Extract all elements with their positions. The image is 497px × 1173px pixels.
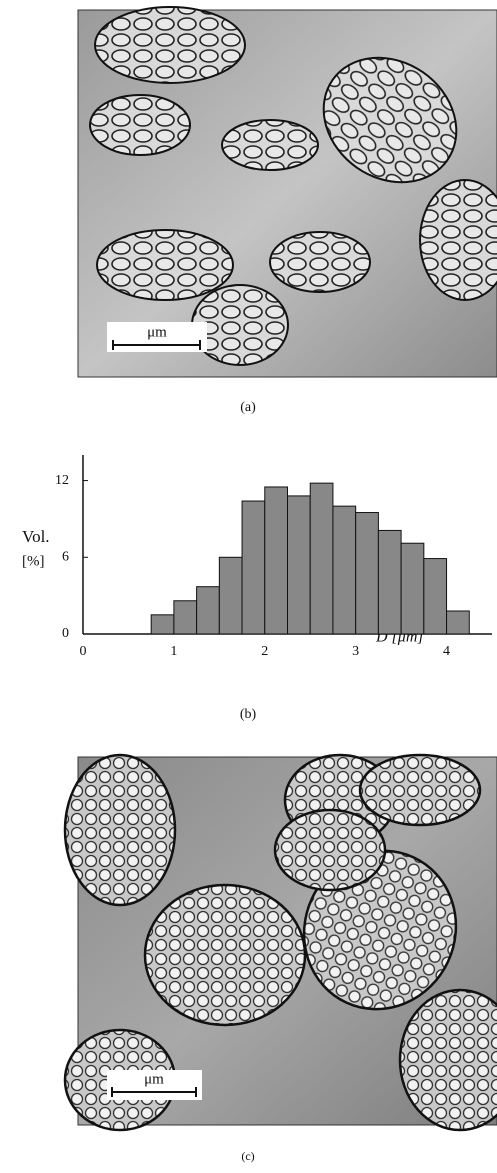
scale-bar-label: μm <box>147 324 167 340</box>
bar <box>309 482 334 635</box>
y-axis-label: [%] <box>22 553 45 569</box>
x-tick-label: 3 <box>352 644 359 659</box>
bar <box>196 586 220 635</box>
y-tick-label: 0 <box>62 626 69 641</box>
bar <box>173 600 198 635</box>
bar <box>423 558 448 635</box>
x-tick-label: 0 <box>80 644 87 659</box>
bar <box>241 500 266 635</box>
bar <box>287 495 311 635</box>
bar <box>377 529 402 635</box>
bar <box>332 505 357 635</box>
x-tick-label: 4 <box>443 644 450 659</box>
bar <box>264 486 288 635</box>
bar <box>355 512 379 635</box>
caption: (c) <box>241 1149 254 1163</box>
micrograph-a: μm <box>77 6 497 378</box>
scale-bar-label: μm <box>144 1071 164 1087</box>
bar <box>446 610 470 635</box>
y-axis-label: Vol. <box>22 527 50 546</box>
y-tick-label: 12 <box>55 473 69 488</box>
bar <box>400 542 425 635</box>
micrograph-c: μm <box>63 753 497 1132</box>
x-tick-label: 2 <box>261 644 268 659</box>
x-tick-label: 1 <box>170 644 177 659</box>
caption: (a) <box>240 400 256 415</box>
bar <box>150 614 175 635</box>
caption: (b) <box>240 707 257 722</box>
y-tick-label: 6 <box>62 550 69 565</box>
bar <box>218 556 243 635</box>
